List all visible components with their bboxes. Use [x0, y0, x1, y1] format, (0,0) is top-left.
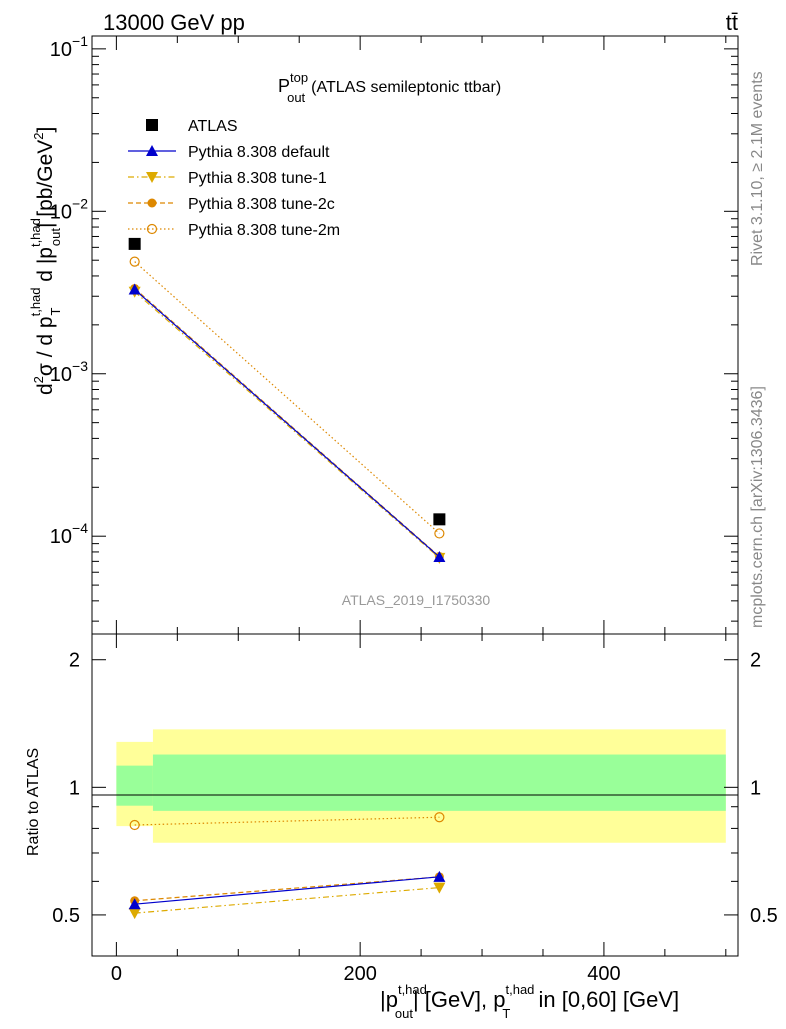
uncertainty-bands [116, 729, 726, 843]
legend-marker [146, 119, 158, 131]
series-line [134, 261, 440, 534]
ratio-point [128, 908, 141, 920]
mcplots-label: mcplots.cern.ch [arXiv:1306.3436] [749, 386, 766, 628]
main-y-axis-label: d2σ / d pt,had T d |pt,had out| [pb/GeV2] [28, 127, 63, 395]
plot-title: Ptop out(ATLAS semileptonic ttbar) [278, 70, 501, 105]
ratio-plot-data [128, 812, 446, 920]
x-axis-label: |pt,had out| [GeV], pt,had T in [0,60] [Ge… [380, 982, 679, 1021]
stat-uncertainty-band [152, 754, 726, 811]
ratio-line [134, 816, 440, 826]
analysis-id-label: ATLAS_2019_I1750330 [342, 592, 491, 608]
header-energy-label: 13000 GeV pp [103, 10, 245, 35]
axis-ticks: 10−1 10−2 10−3 10−4 2 2 1 1 0.5 0.5 0 200 400 [50, 33, 778, 985]
legend-marker [146, 145, 158, 156]
series-line [134, 289, 440, 558]
ratio-line [134, 887, 440, 914]
legend-label: Pythia 8.308 tune-1 [188, 170, 327, 187]
ratio-tick-label-right: 0.5 [750, 905, 778, 927]
ratio-tick-label-left: 2 [69, 650, 80, 672]
ratio-point [128, 898, 141, 910]
legend-marker [146, 172, 158, 183]
data-point [128, 283, 141, 295]
x-tick-label: 400 [587, 963, 620, 985]
y-tick-label: 10−4 [50, 520, 88, 548]
ratio-line [134, 876, 440, 905]
legend-label: Pythia 8.308 tune-2m [188, 222, 340, 239]
legend-marker [146, 223, 158, 235]
legend-marker [147, 198, 157, 208]
ratio-point [433, 870, 446, 882]
ratio-line [134, 876, 440, 902]
data-point [434, 528, 445, 539]
x-tick-label: 200 [343, 963, 376, 985]
y-tick-label: 10−3 [50, 358, 88, 386]
rivet-version-label: Rivet 3.1.10, ≥ 2.1M events [749, 71, 766, 266]
legend: ATLAS Pythia 8.308 default Pythia 8.308 tu… [128, 118, 340, 239]
ratio-point [433, 882, 446, 894]
ratio-y-axis-label: Ratio to ATLAS [25, 748, 42, 856]
x-tick-label: 0 [111, 963, 122, 985]
ratio-point [434, 812, 445, 823]
legend-label: Pythia 8.308 tune-2c [188, 196, 335, 213]
ratio-tick-label-right: 2 [750, 650, 761, 672]
header-process-label: tt̄ [726, 10, 738, 35]
y-tick-label: 10−1 [50, 33, 88, 61]
ratio-tick-label-left: 0.5 [52, 905, 80, 927]
legend-label: Pythia 8.308 default [188, 144, 330, 161]
ratio-point [129, 819, 140, 831]
y-tick-label: 10−2 [50, 195, 88, 223]
data-point [433, 513, 446, 526]
main-plot-data [128, 237, 446, 564]
series-line [134, 291, 440, 559]
ratio-tick-label-right: 1 [750, 777, 761, 799]
data-point [129, 256, 140, 267]
data-point [128, 237, 141, 250]
stat-uncertainty-band [116, 765, 153, 806]
ratio-plot-frame [91, 633, 739, 957]
ratio-tick-label-left: 1 [69, 777, 80, 799]
data-point [433, 550, 446, 562]
legend-label: ATLAS [188, 118, 238, 135]
